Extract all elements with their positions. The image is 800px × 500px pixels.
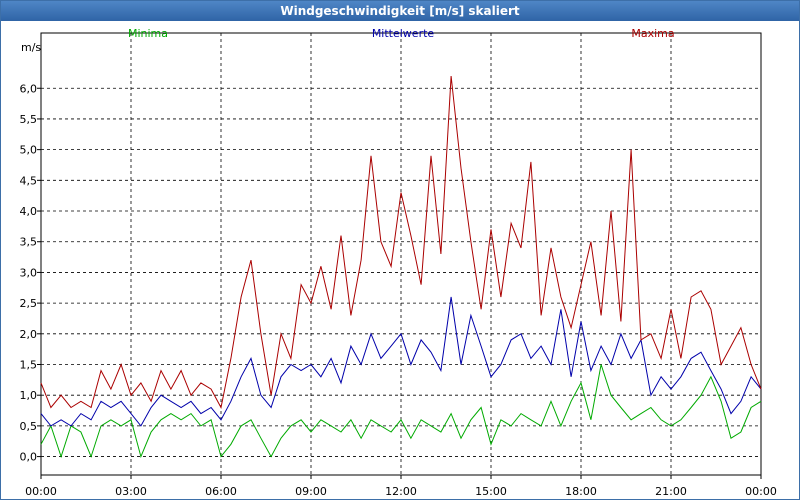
y-axis-ticks: 0,0 0,5 1,0 1,5 2,0 2,5 3,0 3,5 4,0 4,5 5,0 5,5 6,0	[20, 82, 41, 464]
y-tick-label: 4,5	[20, 174, 38, 187]
x-tick-time: 18:00	[565, 485, 597, 498]
series-line-minima	[40, 364, 762, 459]
wind-speed-chart: 0,00,51,01,52,02,53,03,54,04,55,05,56,0 …	[20, 27, 777, 498]
y-tick-label: 2,5	[20, 297, 38, 310]
y-tick-label: 2,0	[20, 328, 38, 341]
y-tick-label: 5,0	[20, 144, 38, 157]
x-axis-ticks: 00:0002.08.1503:0002.08.1506:0002.08.150…	[25, 475, 777, 498]
legend-entry-maxima: Maxima	[631, 27, 674, 40]
y-tick-label: 3,0	[20, 266, 38, 279]
y-tick-label: 0,0	[20, 451, 38, 464]
series-lines	[40, 75, 762, 459]
grid-lines	[41, 33, 761, 475]
x-tick-time: 09:00	[295, 485, 327, 498]
legend: Minima Mittelwerte Maxima	[128, 27, 675, 40]
legend-entry-mittelwerte: Mittelwerte	[372, 27, 435, 40]
y-tick-label: 5,5	[20, 113, 38, 126]
x-tick-time: 15:00	[475, 485, 507, 498]
chart-title: Windgeschwindigkeit [m/s] skaliert	[1, 1, 799, 21]
x-tick-time: 06:00	[205, 485, 237, 498]
y-tick-label: 3,5	[20, 236, 38, 249]
y-tick-label: 0,5	[20, 420, 38, 433]
x-tick-time: 21:00	[655, 485, 687, 498]
x-tick-time: 00:00	[745, 485, 777, 498]
legend-entry-minima: Minima	[128, 27, 168, 40]
x-tick-time: 00:00	[25, 485, 57, 498]
y-tick-label: 1,0	[20, 389, 38, 402]
x-tick-time: 12:00	[385, 485, 417, 498]
y-tick-label: 1,5	[20, 359, 38, 372]
series-line-maxima	[40, 75, 762, 409]
y-axis-label: m/s	[21, 41, 41, 54]
x-tick-time: 03:00	[115, 485, 147, 498]
y-tick-label: 6,0	[20, 82, 38, 95]
y-tick-label: 4,0	[20, 205, 38, 218]
